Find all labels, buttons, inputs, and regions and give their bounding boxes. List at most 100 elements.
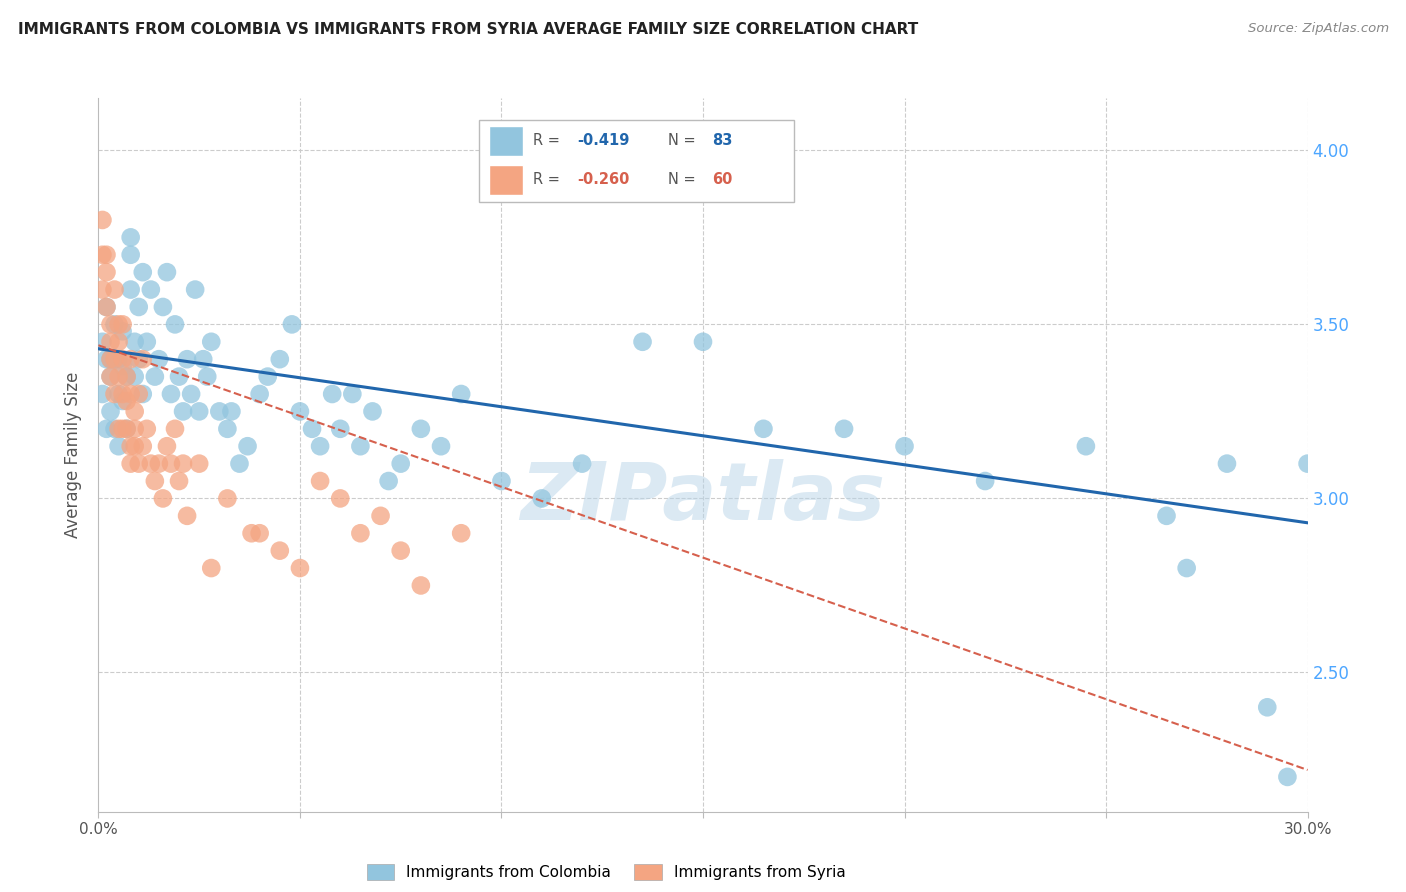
Point [120,457,142,471]
Point [107,369,129,384]
Point [450,387,472,401]
Point [1256,700,1278,714]
Point [100,404,122,418]
Point [571,457,593,471]
Point [1156,508,1178,523]
Point [163,422,186,436]
Point [103,283,125,297]
Point [128,352,150,367]
Point [450,526,472,541]
Point [156,265,179,279]
Point [1074,439,1097,453]
Point [176,508,198,523]
Point [124,439,146,453]
Point [752,422,775,436]
Point [100,369,122,384]
Point [139,457,162,471]
Point [530,491,553,506]
Point [361,404,384,418]
Point [107,352,129,367]
Point [1296,457,1319,471]
Point [349,439,371,453]
Point [221,404,243,418]
Point [342,387,364,401]
Point [389,543,412,558]
Point [115,422,138,436]
Point [236,439,259,453]
Point [301,422,323,436]
Point [135,422,157,436]
Point [111,352,134,367]
Point [1277,770,1299,784]
Point [281,318,304,332]
Point [692,334,714,349]
Point [288,404,311,418]
Point [195,369,218,384]
Point [111,324,134,338]
Point [124,422,146,436]
Point [160,457,183,471]
Point [143,474,166,488]
Point [152,491,174,506]
Point [167,474,190,488]
Point [269,543,291,558]
Point [100,352,122,367]
Point [128,387,150,401]
Point [111,387,134,401]
Point [107,387,129,401]
Point [288,561,311,575]
Point [1216,457,1239,471]
Point [120,387,142,401]
Point [172,404,194,418]
Point [143,369,166,384]
Point [96,422,118,436]
Point [120,283,142,297]
Point [111,422,134,436]
Point [217,491,239,506]
Point [188,457,211,471]
Point [1175,561,1198,575]
Point [430,439,453,453]
Point [249,526,271,541]
Point [115,422,138,436]
Point [103,318,125,332]
Point [128,457,150,471]
Point [100,318,122,332]
Point [132,387,155,401]
Point [100,352,122,367]
Point [124,369,146,384]
Point [120,439,142,453]
Text: ZIPatlas: ZIPatlas [520,458,886,537]
Legend: Immigrants from Colombia, Immigrants from Syria: Immigrants from Colombia, Immigrants fro… [361,858,852,886]
Point [200,334,222,349]
Point [132,439,155,453]
Point [249,387,271,401]
Point [91,213,114,227]
Point [111,318,134,332]
Point [631,334,654,349]
Point [96,352,118,367]
Point [160,387,183,401]
Point [256,369,278,384]
Point [111,359,134,373]
Point [269,352,291,367]
Point [409,578,432,592]
Point [329,422,352,436]
Point [107,439,129,453]
Point [193,352,215,367]
Point [389,457,412,471]
Point [228,457,250,471]
Text: IMMIGRANTS FROM COLOMBIA VS IMMIGRANTS FROM SYRIA AVERAGE FAMILY SIZE CORRELATIO: IMMIGRANTS FROM COLOMBIA VS IMMIGRANTS F… [18,22,918,37]
Point [208,404,231,418]
Point [200,561,222,575]
Point [156,439,179,453]
Point [152,300,174,314]
Point [893,439,915,453]
Point [832,422,855,436]
Point [103,422,125,436]
Point [139,283,162,297]
Point [377,474,399,488]
Point [148,352,170,367]
Point [96,300,118,314]
Point [120,352,142,367]
